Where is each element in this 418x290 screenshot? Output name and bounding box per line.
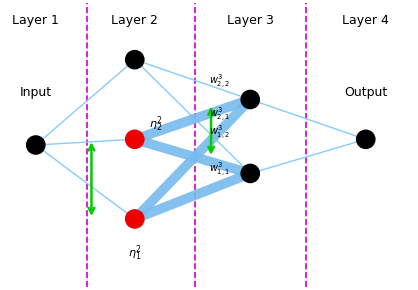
Text: $w^3_{1,2}$: $w^3_{1,2}$ bbox=[209, 124, 230, 142]
Text: $w^3_{2,2}$: $w^3_{2,2}$ bbox=[209, 73, 230, 91]
Text: $w^3_{2,1}$: $w^3_{2,1}$ bbox=[209, 106, 230, 124]
Text: Output: Output bbox=[344, 86, 387, 99]
Text: $w^3_{1,1}$: $w^3_{1,1}$ bbox=[209, 161, 230, 179]
Text: Layer 1: Layer 1 bbox=[13, 14, 59, 27]
Text: Input: Input bbox=[20, 86, 52, 99]
Ellipse shape bbox=[125, 130, 144, 148]
Ellipse shape bbox=[125, 210, 144, 228]
Text: Layer 2: Layer 2 bbox=[111, 14, 158, 27]
Text: $\eta^2_1$: $\eta^2_1$ bbox=[128, 243, 142, 263]
Text: $\eta^2_2$: $\eta^2_2$ bbox=[149, 114, 163, 134]
Text: Layer 3: Layer 3 bbox=[227, 14, 274, 27]
Ellipse shape bbox=[241, 164, 260, 182]
Ellipse shape bbox=[241, 90, 260, 108]
Ellipse shape bbox=[125, 50, 144, 69]
Ellipse shape bbox=[357, 130, 375, 148]
Text: Layer 4: Layer 4 bbox=[342, 14, 389, 27]
Ellipse shape bbox=[27, 136, 45, 154]
